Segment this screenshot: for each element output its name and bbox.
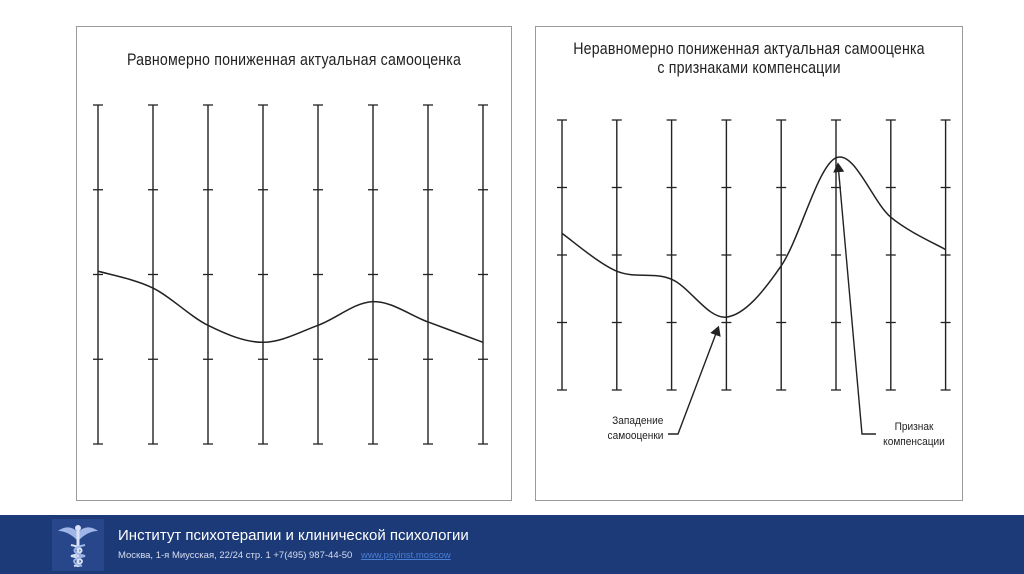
caduceus-psi-logo-icon — [52, 519, 104, 571]
arrow-dip — [668, 325, 721, 435]
arrow-compensation — [833, 162, 876, 435]
chart-panel-uniform: Равномерно пониженная актуальная самооце… — [76, 26, 512, 501]
chart-plot-compensation — [557, 119, 951, 435]
annotation-compensation: Признак компенсации — [877, 420, 951, 450]
chart-title-line-1: Неравномерно пониженная актуальная самоо… — [573, 40, 925, 58]
chart-plot-uniform — [93, 104, 488, 445]
profile-line — [561, 156, 946, 318]
annotation-dip-line-2: самооценки — [607, 430, 664, 442]
chart-title: Равномерно пониженная актуальная самооце… — [126, 51, 462, 69]
address-line: Москва, 1-я Миусская, 22/24 стр. 1 +7(49… — [118, 550, 451, 561]
address-text: Москва, 1-я Миусская, 22/24 стр. 1 +7(49… — [118, 550, 353, 561]
annotation-compensation-line-1: Признак — [894, 421, 934, 433]
chart-panel-compensation: Неравномерно пониженная актуальная самоо… — [535, 26, 963, 501]
profile-line — [97, 270, 484, 344]
website-link[interactable]: www.psyinst.moscow — [360, 550, 451, 561]
annotation-compensation-line-2: компенсации — [883, 436, 945, 448]
annotation-dip: Западение самооценки — [605, 414, 664, 444]
footer-bar: Институт психотерапии и клинической псих… — [0, 515, 1024, 574]
annotation-dip-line-1: Западение — [612, 415, 664, 427]
chart-title: Неравномерно пониженная актуальная самоо… — [566, 40, 932, 78]
institute-name: Институт психотерапии и клинической псих… — [118, 527, 469, 544]
chart-title-line-2: с признаками компенсации — [657, 59, 841, 77]
